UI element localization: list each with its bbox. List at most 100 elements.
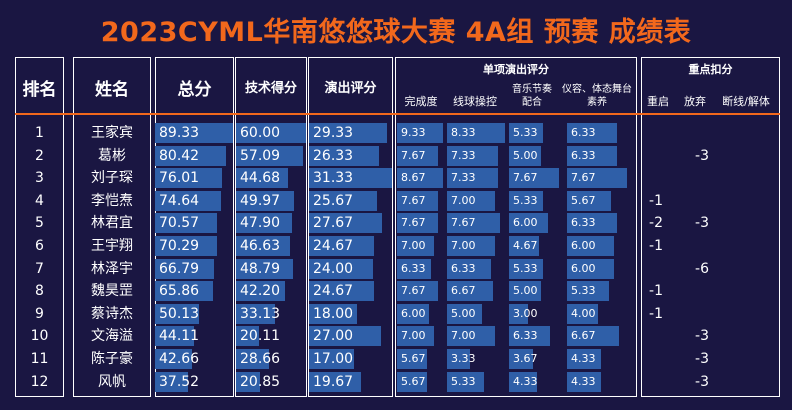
page-title: 2023CYML华南悠悠球大赛 4A组 预赛 成绩表 xyxy=(100,17,692,48)
total-cell: 50.13 xyxy=(155,303,234,324)
s4-bar xyxy=(567,168,628,189)
name-cell: 王家宾 xyxy=(91,125,133,141)
total-bar xyxy=(155,168,222,189)
perf-cell: 24.67 xyxy=(309,236,392,256)
tech-cell: 57.09 xyxy=(236,145,306,166)
name-cell: 葛彬 xyxy=(98,147,126,164)
s3-bar xyxy=(509,258,544,279)
d1-cell: -1 xyxy=(649,283,663,300)
s3-value: 4.67 xyxy=(513,239,538,252)
s2-cell: 5.33 xyxy=(447,371,507,392)
s3-cell: 7.67 xyxy=(509,168,565,189)
header-ded3: 断线/解体 xyxy=(722,95,770,108)
d1-cell xyxy=(641,349,671,369)
s2-bar xyxy=(447,349,471,369)
perf-cell: 27.67 xyxy=(309,213,392,234)
total-bar xyxy=(155,123,234,143)
rank-cell: 3 xyxy=(35,170,44,187)
total-cell: 44.11 xyxy=(155,326,234,347)
s2-value: 6.33 xyxy=(451,261,476,275)
perf-value: 24.00 xyxy=(313,260,354,277)
s3-cell: 5.00 xyxy=(509,145,565,166)
s4-bar xyxy=(567,281,609,302)
perf-value: 27.67 xyxy=(313,215,354,232)
d2-cell xyxy=(677,236,727,256)
header-divider xyxy=(15,113,780,115)
s1-value: 9.33 xyxy=(401,126,426,139)
d3-cell xyxy=(727,236,777,256)
rank-cell: 1 xyxy=(35,125,44,141)
tech-bar xyxy=(236,258,293,279)
perf-value: 24.67 xyxy=(313,283,354,300)
d1-cell: -1 xyxy=(649,192,663,209)
s3-cell: 6.00 xyxy=(509,213,565,234)
tech-cell: 20.85 xyxy=(236,371,306,392)
d3-cell xyxy=(727,304,777,324)
d1-cell: -2 xyxy=(649,215,663,232)
name-cell: 陈子豪 xyxy=(91,351,133,367)
s3-cell: 6.33 xyxy=(509,326,565,347)
s3-bar xyxy=(509,281,542,302)
d2-cell: -3 xyxy=(695,351,709,367)
tech-bar xyxy=(236,213,292,234)
perf-value: 26.33 xyxy=(313,147,354,164)
total-cell: 70.57 xyxy=(155,213,234,234)
s1-value: 6.33 xyxy=(401,261,426,275)
s2-cell: 7.00 xyxy=(447,236,507,256)
d3-cell xyxy=(727,259,777,279)
perf-bar xyxy=(309,168,392,189)
s3-bar xyxy=(509,303,529,324)
s2-cell: 6.67 xyxy=(447,281,507,302)
name-cell: 林泽宇 xyxy=(91,260,133,277)
total-bar xyxy=(155,213,217,234)
s4-cell: 6.33 xyxy=(567,145,635,166)
s1-cell: 7.67 xyxy=(397,190,443,211)
s1-bar xyxy=(397,213,438,234)
s3-value: 3.67 xyxy=(513,352,538,365)
total-bar xyxy=(155,281,213,302)
s3-bar xyxy=(509,168,559,189)
s1-value: 8.67 xyxy=(401,171,426,185)
s3-bar xyxy=(509,123,544,143)
total-bar xyxy=(155,190,221,211)
s4-bar xyxy=(567,349,601,369)
s4-cell: 7.67 xyxy=(567,168,635,189)
d1-cell xyxy=(641,326,671,346)
total-bar xyxy=(155,349,193,369)
s3-cell: 3.67 xyxy=(509,349,565,369)
total-value: 70.29 xyxy=(159,238,200,254)
rank-cell: 6 xyxy=(35,238,44,254)
s1-cell: 5.67 xyxy=(397,371,443,392)
tech-value: 46.63 xyxy=(240,238,281,254)
tech-bar xyxy=(236,236,291,256)
total-cell: 70.29 xyxy=(155,236,234,256)
s2-bar xyxy=(447,371,484,392)
s2-value: 7.33 xyxy=(451,148,476,162)
d1-cell: -1 xyxy=(649,305,663,322)
d3-cell xyxy=(727,123,777,143)
tech-bar xyxy=(236,145,303,166)
d2-cell: -3 xyxy=(695,373,709,390)
perf-value: 29.33 xyxy=(313,125,354,141)
s2-bar xyxy=(447,145,498,166)
s1-cell: 7.67 xyxy=(397,213,443,234)
d3-cell xyxy=(727,146,777,166)
perf-value: 18.00 xyxy=(313,305,354,322)
s3-bar xyxy=(509,236,540,256)
s2-value: 7.00 xyxy=(451,329,476,343)
total-cell: 76.01 xyxy=(155,168,234,189)
d2-cell: -3 xyxy=(695,328,709,345)
s2-bar xyxy=(447,213,501,234)
s4-bar xyxy=(567,123,617,143)
tech-cell: 47.90 xyxy=(236,213,306,234)
total-cell: 80.42 xyxy=(155,145,234,166)
s3-cell: 5.33 xyxy=(509,123,565,143)
name-column xyxy=(73,57,151,397)
tech-bar xyxy=(236,326,260,347)
s4-cell: 4.00 xyxy=(567,303,635,324)
s1-cell: 7.00 xyxy=(397,236,443,256)
total-value: 76.01 xyxy=(159,170,200,187)
s2-cell: 5.00 xyxy=(447,303,507,324)
name-cell: 魏昊罡 xyxy=(91,283,133,300)
name-cell: 刘子琛 xyxy=(91,170,133,187)
